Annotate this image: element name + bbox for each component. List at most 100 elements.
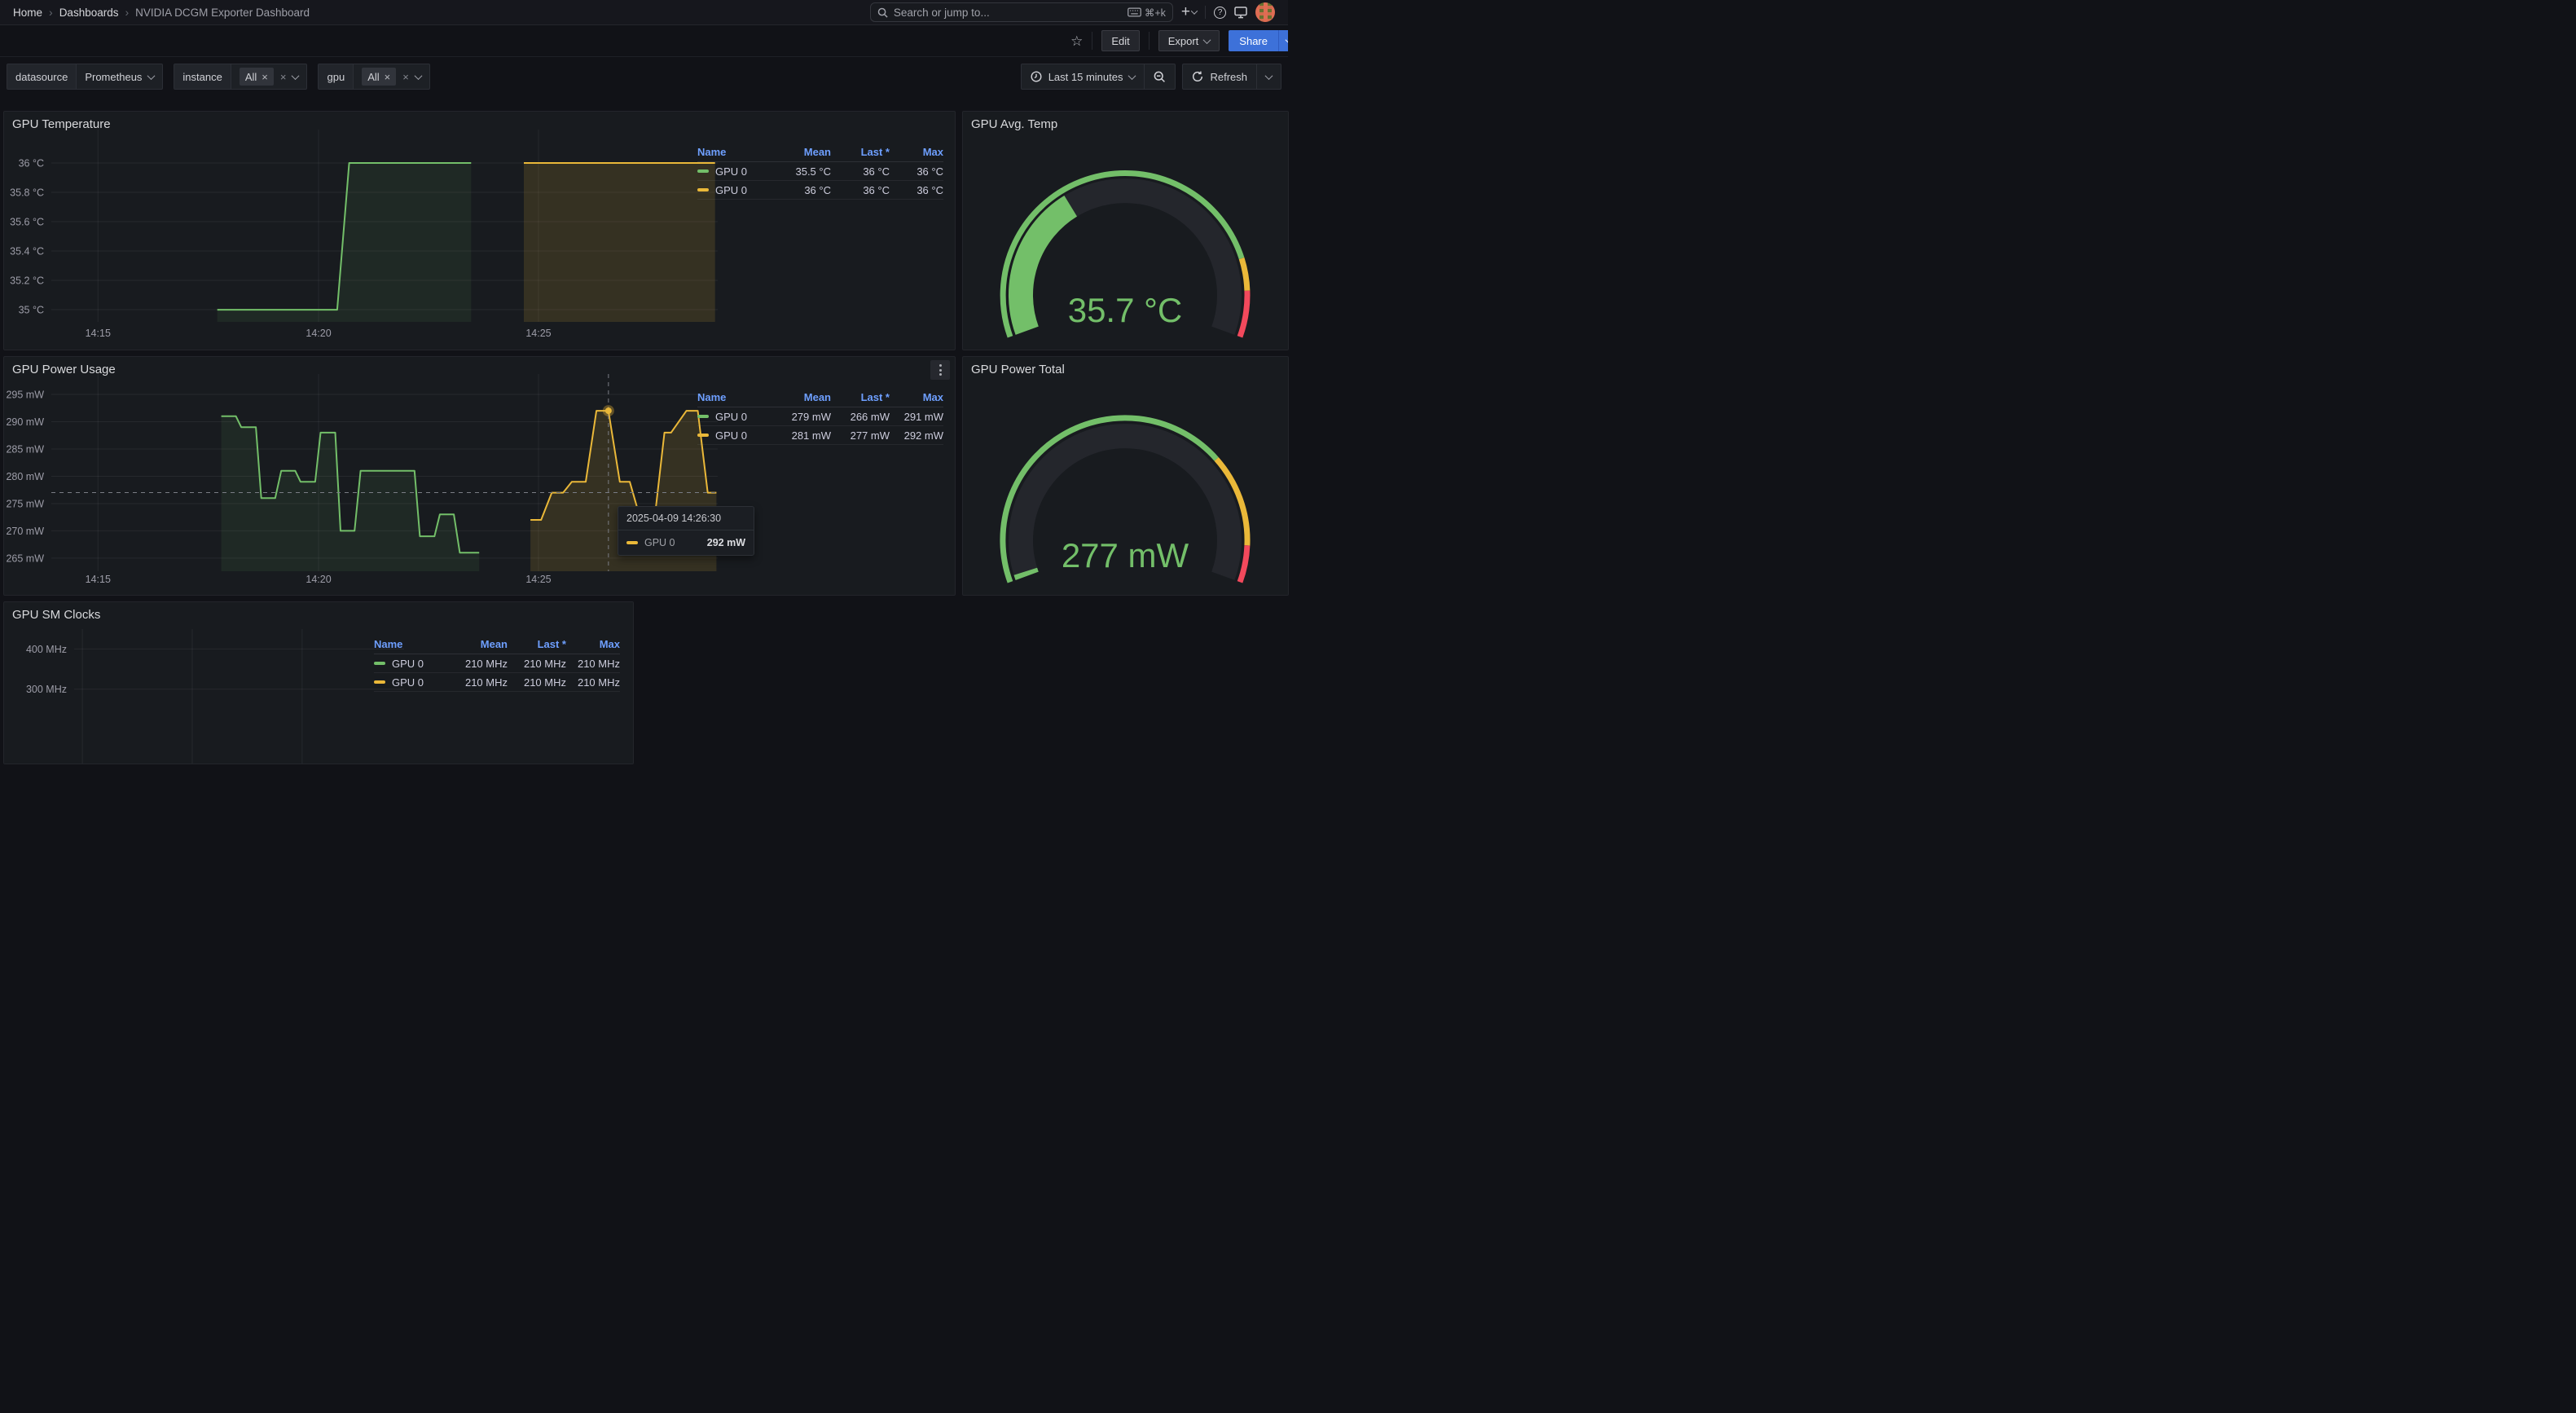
legend-row[interactable]: GPU 0 36 °C 36 °C 36 °C	[697, 181, 943, 200]
timeseries-chart[interactable]: 36 °C 35.8 °C 35.6 °C 35.4 °C 35.2 °C 35 °C 14…	[4, 112, 955, 350]
legend-header[interactable]: Max	[599, 638, 620, 650]
panel-menu-button[interactable]	[930, 360, 950, 380]
y-axis-tick: 290 mW	[6, 416, 44, 428]
legend-row[interactable]: GPU 0 210 MHz 210 MHz 210 MHz	[374, 654, 620, 673]
chart-tooltip: 2025-04-09 14:26:30 GPU 0 292 mW	[618, 506, 754, 556]
chevron-down-icon	[1128, 71, 1136, 80]
add-new-button[interactable]: +	[1181, 3, 1198, 21]
remove-value-icon[interactable]: ×	[262, 70, 268, 83]
breadcrumb-separator: ›	[125, 6, 130, 19]
refresh-button[interactable]: Refresh	[1183, 64, 1256, 89]
timeseries-chart[interactable]: 400 MHz 300 MHz	[4, 602, 633, 764]
news-monitor-button[interactable]	[1234, 6, 1247, 19]
legend-header[interactable]: Mean	[480, 638, 508, 650]
legend-value: 292 mW	[903, 429, 943, 442]
legend-header[interactable]: Mean	[803, 146, 831, 158]
favorite-star-button[interactable]: ☆	[1070, 33, 1084, 49]
share-button[interactable]: Share	[1229, 30, 1278, 51]
user-avatar[interactable]	[1255, 2, 1275, 22]
panel-title[interactable]: GPU Power Usage	[12, 363, 116, 376]
legend-header[interactable]: Name	[697, 391, 727, 403]
legend-row[interactable]: GPU 0 279 mW 266 mW 291 mW	[697, 407, 943, 426]
clock-icon	[1031, 71, 1042, 82]
legend-value: 210 MHz	[464, 657, 508, 670]
legend-header[interactable]: Last *	[537, 638, 566, 650]
legend-value: 36 °C	[917, 183, 943, 196]
series-name: GPU 0	[715, 165, 748, 178]
legend-value: 210 MHz	[523, 657, 566, 670]
refresh-icon	[1193, 71, 1203, 81]
chevron-down-icon	[1202, 35, 1211, 44]
y-axis-tick: 275 mW	[6, 498, 44, 509]
datasource-select[interactable]: Prometheus	[77, 64, 162, 89]
series-swatch	[374, 662, 385, 665]
keyboard-icon	[1127, 7, 1141, 17]
zoom-out-button[interactable]	[1144, 64, 1175, 89]
y-axis-tick: 35.6 °C	[10, 217, 44, 228]
chart-legend: Name Mean Last * Max GPU 0 210 MHz 210 MHz 210 …	[374, 635, 620, 692]
chevron-down-icon	[292, 71, 300, 80]
refresh-interval-button[interactable]	[1256, 64, 1281, 89]
legend-header[interactable]: Max	[922, 391, 943, 403]
legend-row[interactable]: GPU 0 210 MHz 210 MHz 210 MHz	[374, 673, 620, 692]
gauge-value: 35.7 °C	[1068, 291, 1183, 329]
x-axis-tick: 14:25	[525, 328, 551, 339]
search-box[interactable]: ⌘+k	[869, 2, 1173, 22]
legend-value: 210 MHz	[577, 676, 620, 689]
monitor-icon	[1234, 6, 1247, 18]
remove-value-icon[interactable]: ×	[384, 70, 391, 83]
gpu-select[interactable]: All × ×	[354, 64, 429, 89]
breadcrumb-home[interactable]: Home	[13, 6, 43, 19]
y-axis-tick: 35 °C	[19, 305, 44, 316]
instance-select[interactable]: All × ×	[231, 64, 307, 89]
tooltip-timestamp: 2025-04-09 14:26:30	[618, 507, 754, 530]
panel-gpu-temperature: GPU Temperature 36 °C 35.8 °C 35.6 °C 35.4 …	[3, 111, 956, 350]
search-shortcut: ⌘+k	[1127, 7, 1166, 19]
legend-header[interactable]: Name	[374, 638, 403, 650]
search-input[interactable]	[893, 6, 1122, 19]
series-swatch	[697, 169, 709, 173]
panel-title[interactable]: GPU Avg. Temp	[971, 117, 1058, 131]
export-button[interactable]: Export	[1158, 30, 1220, 51]
panel-title[interactable]: GPU Power Total	[971, 363, 1065, 376]
tooltip-value: 292 mW	[706, 537, 745, 548]
instance-value-chip[interactable]: All ×	[239, 68, 274, 86]
clear-all-icon[interactable]: ×	[402, 70, 409, 83]
legend-header[interactable]: Last *	[860, 146, 890, 158]
grafana-dashboard-page: Home › Dashboards › NVIDIA DCGM Exporter…	[0, 0, 1289, 764]
legend-value: 36 °C	[863, 183, 890, 196]
chip-label: All	[244, 70, 257, 83]
panel-gpu-sm-clocks: GPU SM Clocks 400 MHz 300 MHz Name Mean Las…	[3, 601, 634, 764]
breadcrumb-current-dashboard: NVIDIA DCGM Exporter Dashboard	[135, 6, 310, 19]
divider	[1205, 6, 1206, 19]
time-range-picker[interactable]: Last 15 minutes	[1022, 64, 1145, 89]
legend-value: 279 mW	[791, 410, 831, 423]
legend-header[interactable]: Mean	[803, 391, 831, 403]
gpu-value-chip[interactable]: All ×	[362, 68, 397, 86]
legend-value: 35.5 °C	[795, 165, 831, 178]
legend-header[interactable]: Name	[697, 146, 727, 158]
series-name: GPU 0	[715, 183, 748, 196]
legend-header[interactable]: Max	[922, 146, 943, 158]
panel-title[interactable]: GPU SM Clocks	[12, 608, 101, 622]
legend-row[interactable]: GPU 0 35.5 °C 36 °C 36 °C	[697, 162, 943, 181]
y-axis-tick: 300 MHz	[26, 684, 67, 695]
x-axis-tick: 14:20	[306, 574, 331, 585]
clear-all-icon[interactable]: ×	[279, 70, 287, 83]
gauge-chart: 277 mW	[1000, 415, 1251, 583]
legend-header[interactable]: Last *	[860, 391, 890, 403]
breadcrumb-dashboards[interactable]: Dashboards	[59, 6, 119, 19]
series-swatch	[626, 541, 638, 544]
datasource-variable: datasource Prometheus	[7, 64, 164, 90]
divider	[1148, 32, 1150, 50]
share-menu-button[interactable]	[1278, 30, 1288, 51]
chevron-down-icon	[414, 71, 423, 80]
nav-right-controls: ⌘+k + ?	[869, 2, 1275, 22]
panel-gpu-avg-temp: GPU Avg. Temp 35.7 °C	[962, 111, 1289, 350]
legend-row[interactable]: GPU 0 281 mW 277 mW 292 mW	[697, 426, 943, 445]
y-axis-tick: 285 mW	[6, 443, 44, 455]
legend-value: 36 °C	[804, 183, 831, 196]
edit-button[interactable]: Edit	[1101, 30, 1140, 51]
panel-title[interactable]: GPU Temperature	[12, 117, 111, 131]
help-button[interactable]: ?	[1214, 6, 1226, 19]
